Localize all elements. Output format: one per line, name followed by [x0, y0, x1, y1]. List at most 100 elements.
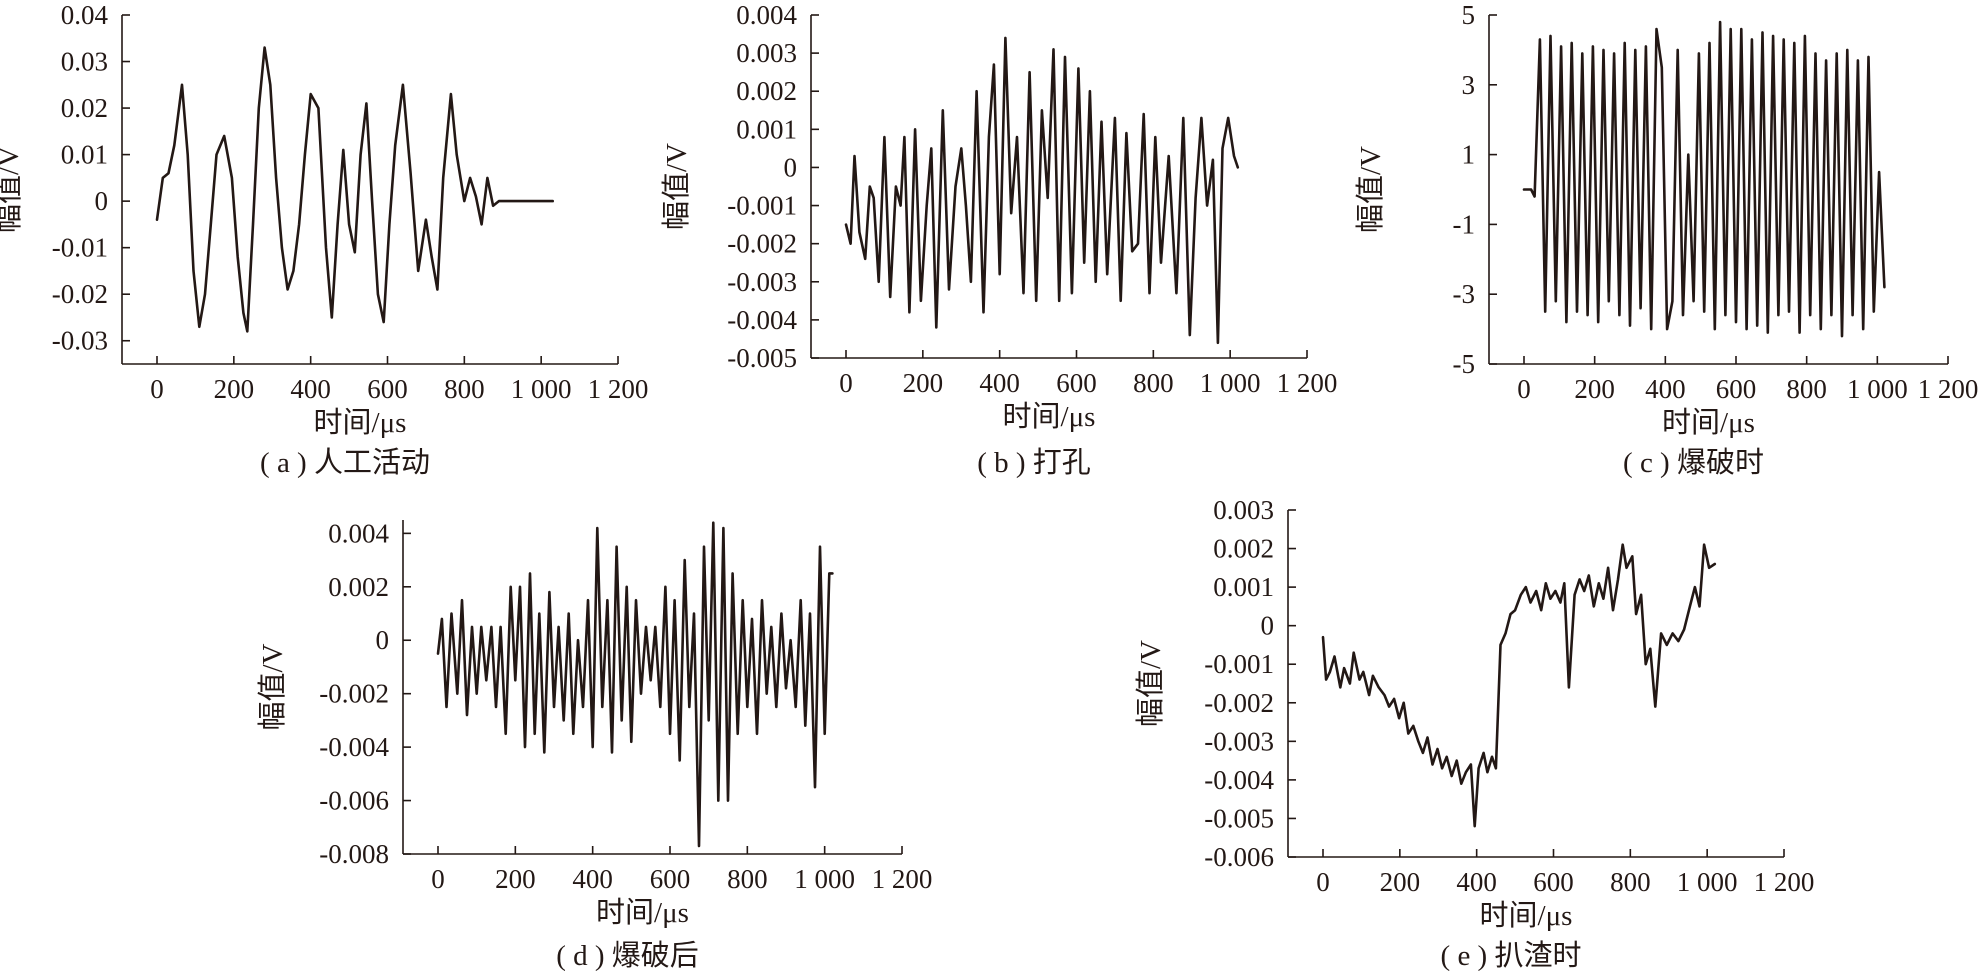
y-tick-label: 0: [95, 186, 109, 216]
y-tick-label: -0.002: [319, 679, 389, 709]
y-axis-title: 幅值/V: [0, 146, 25, 233]
x-tick-label: 800: [1133, 368, 1174, 398]
panel-caption: ( e ) 扒渣时: [1441, 939, 1582, 971]
y-tick-label: -0.004: [727, 305, 797, 335]
x-axis-title: 时间/μs: [314, 406, 407, 439]
x-tick-label: 0: [839, 368, 853, 398]
x-tick-label: 1 200: [1918, 374, 1979, 404]
x-axis-title: 时间/μs: [1662, 406, 1755, 439]
y-tick-label: 1: [1462, 140, 1476, 170]
panel-e: 0.003 0.002 0.001 0 -0.001 -0.002 -0.003 -0.004…: [1134, 495, 1814, 971]
x-tick-label: 600: [1716, 374, 1757, 404]
y-tick-label: 0.002: [1213, 534, 1274, 564]
y-tick-label: -0.02: [52, 279, 108, 309]
y-tick-label: 0.003: [1213, 495, 1274, 525]
y-axis-title: 幅值/V: [1354, 146, 1387, 233]
x-tick-label: 600: [1056, 368, 1097, 398]
y-tick-label: 0.002: [736, 76, 797, 106]
x-tick-label: 0: [1517, 374, 1531, 404]
x-tick-label: 800: [727, 864, 768, 894]
panel-b: 0.004 0.003 0.002 0.001 0 -0.001 -0.002 -0.003 -…: [660, 0, 1337, 479]
y-tick-label: -0.005: [1204, 803, 1274, 833]
x-axis-title: 时间/μs: [596, 896, 689, 929]
y-tick-label: -0.006: [319, 786, 389, 816]
y-tick-label: -0.002: [1204, 688, 1274, 718]
x-tick-label: 1 000: [1677, 867, 1738, 897]
y-tick-label: -1: [1453, 209, 1476, 239]
x-axis-title: 时间/μs: [1480, 899, 1573, 932]
y-tick-label: -0.005: [727, 343, 797, 373]
x-tick-label: 1 000: [1200, 368, 1261, 398]
y-tick-label: -3: [1453, 279, 1476, 309]
y-tick-label: 0.002: [328, 572, 389, 602]
y-axis-title: 幅值/V: [660, 143, 693, 230]
y-tick-label: 0.03: [61, 47, 108, 77]
x-tick-label: 1 200: [1754, 867, 1815, 897]
x-tick-label: 1 000: [794, 864, 855, 894]
y-axis-title: 幅值/V: [1134, 640, 1167, 727]
x-tick-label: 1 200: [872, 864, 933, 894]
y-tick-label: -0.008: [319, 839, 389, 869]
x-tick-label: 400: [1456, 867, 1497, 897]
x-tick-label: 400: [1645, 374, 1686, 404]
y-tick-label: -0.001: [1204, 649, 1274, 679]
series-line: [436, 521, 834, 848]
x-tick-label: 800: [444, 374, 485, 404]
panel-a: 0.04 0.03 0.02 0.01 0 -0.01 -0.02 -0.03 0 200 400 6…: [0, 0, 648, 479]
x-tick-label: 200: [903, 368, 944, 398]
y-tick-label: 5: [1462, 0, 1476, 30]
series-line: [155, 46, 555, 333]
y-tick-label: -0.002: [727, 229, 797, 259]
series-line: [1321, 543, 1717, 828]
x-axis-title: 时间/μs: [1003, 400, 1096, 433]
y-tick-label: 0: [1261, 611, 1275, 641]
y-axis-title: 幅值/V: [256, 643, 289, 730]
x-tick-label: 800: [1610, 867, 1651, 897]
x-tick-label: 0: [1316, 867, 1330, 897]
x-tick-label: 600: [650, 864, 691, 894]
y-tick-label: -5: [1453, 349, 1476, 379]
y-tick-label: 0.04: [61, 0, 109, 30]
y-tick-label: 0.02: [61, 93, 108, 123]
y-tick-label: 0.01: [61, 140, 108, 170]
panel-caption: ( a ) 人工活动: [260, 446, 430, 479]
y-tick-label: -0.003: [727, 267, 797, 297]
y-tick-label: 0.003: [736, 38, 797, 68]
x-tick-label: 1 200: [1277, 368, 1338, 398]
y-tick-label: 3: [1462, 70, 1476, 100]
panel-caption: ( c ) 爆破时: [1623, 446, 1764, 479]
panel-caption: ( b ) 打孔: [977, 446, 1091, 479]
y-tick-label: 0.004: [736, 0, 797, 30]
x-tick-label: 1 000: [511, 374, 572, 404]
x-tick-label: 1 200: [588, 374, 649, 404]
y-tick-label: 0.004: [328, 518, 389, 548]
y-tick-label: -0.01: [52, 233, 108, 263]
x-tick-label: 200: [1380, 867, 1421, 897]
x-tick-label: 1 000: [1847, 374, 1908, 404]
y-tick-label: -0.006: [1204, 842, 1274, 872]
x-tick-label: 600: [367, 374, 408, 404]
y-tick-label: 0: [376, 625, 390, 655]
series-line: [844, 36, 1240, 345]
panel-d: 0.004 0.002 0 -0.002 -0.004 -0.006 -0.008 0 200 4…: [256, 518, 932, 971]
x-tick-label: 400: [979, 368, 1020, 398]
x-tick-label: 800: [1786, 374, 1827, 404]
x-tick-label: 400: [572, 864, 613, 894]
y-tick-label: -0.004: [1204, 765, 1274, 795]
panel-c: 5 3 1 -1 -3 -5 0 200 400 600 800 1 000 1 200 时间/μs 幅值/…: [1354, 0, 1978, 479]
y-tick-label: -0.001: [727, 191, 797, 221]
x-tick-label: 600: [1533, 867, 1574, 897]
x-tick-label: 400: [290, 374, 331, 404]
y-tick-label: -0.03: [52, 326, 108, 356]
y-tick-label: 0.001: [736, 114, 797, 144]
x-tick-label: 0: [431, 864, 445, 894]
panel-caption: ( d ) 爆破后: [556, 939, 699, 971]
x-tick-label: 200: [495, 864, 536, 894]
y-tick-label: 0: [784, 152, 798, 182]
x-tick-label: 0: [150, 374, 164, 404]
y-tick-label: -0.004: [319, 732, 389, 762]
series-line: [1522, 20, 1886, 338]
y-tick-label: 0.001: [1213, 572, 1274, 602]
y-tick-label: -0.003: [1204, 726, 1274, 756]
